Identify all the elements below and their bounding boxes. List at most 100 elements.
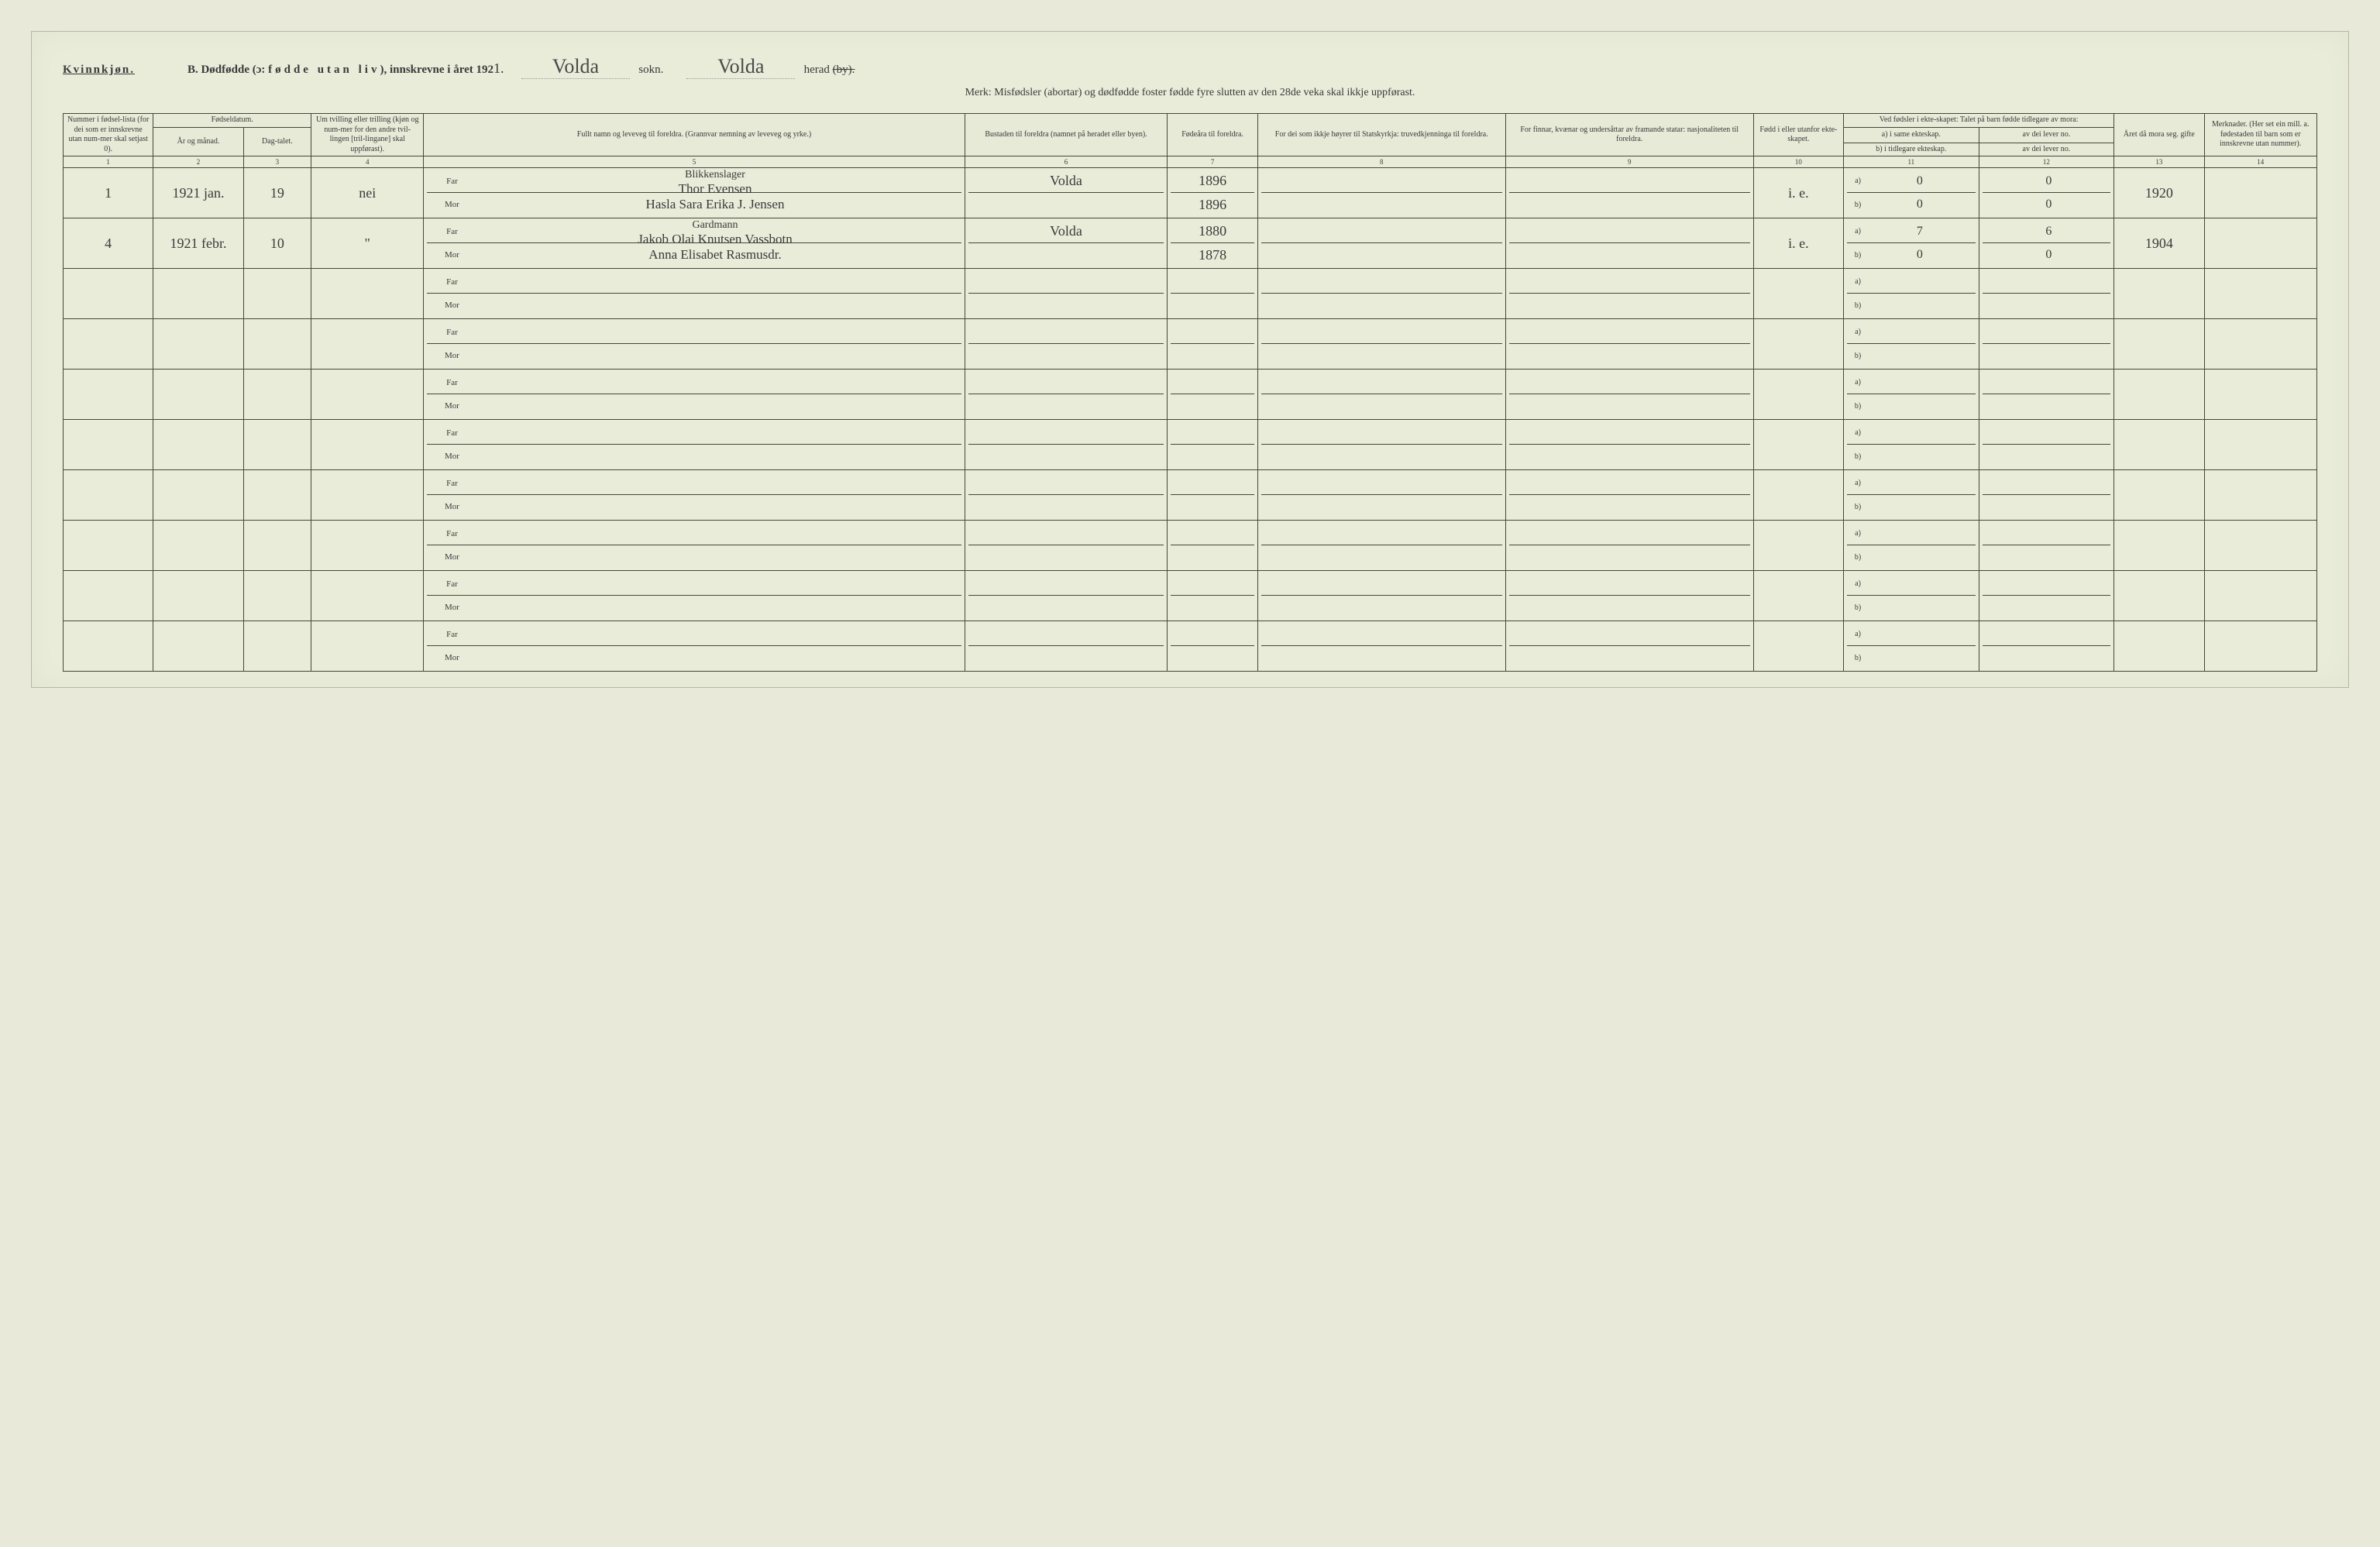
dag-cell: 19 [243,168,311,218]
num-cell [64,269,153,319]
statskyrkja-cell [1257,269,1505,319]
fodeaar-cell: 1896 1896 [1168,168,1257,218]
statskyrkja-cell [1257,571,1505,621]
fodeaar-cell [1168,571,1257,621]
bustad-cell [965,470,1168,521]
bustad-cell [965,571,1168,621]
tvilling-cell [311,420,423,470]
tvilling-cell [311,370,423,420]
nasjonalitet-cell [1505,319,1753,370]
fodeaar-cell [1168,370,1257,420]
num-cell [64,621,153,672]
col12-cell [1979,319,2114,370]
col12-cell [1979,571,2114,621]
col-12b-header: av dei lever no. [1979,143,2114,156]
dag-cell [243,370,311,420]
title-line: B. Dødfødde (ɔ: fødde utan liv), innskre… [187,55,2317,79]
parents-cell: Far Mor [424,269,965,319]
col11-cell: a)7 b)0 [1844,218,1979,269]
column-number-row: 1 2 3 4 5 6 7 8 9 10 11 12 13 14 [64,156,2317,168]
col11-cell: a) b) [1844,420,1979,470]
parents-cell: Far Mor [424,470,965,521]
dag-cell [243,269,311,319]
gifte-cell: 1920 [2114,168,2204,218]
num-cell [64,571,153,621]
col12-cell [1979,420,2114,470]
table-row: Far Mor a) b) [64,269,2317,319]
num-cell: 4 [64,218,153,269]
gifte-cell [2114,420,2204,470]
bustad-cell: Volda [965,218,1168,269]
bustad-cell [965,269,1168,319]
col12-cell [1979,370,2114,420]
gifte-cell [2114,269,2204,319]
ekte-cell: i. e. [1753,218,1843,269]
ekte-cell: i. e. [1753,168,1843,218]
aar-cell: 1921 febr. [153,218,243,269]
col12-cell [1979,269,2114,319]
col-11b-header: b) i tidlegare ekteskap. [1844,143,1979,156]
gifte-cell [2114,470,2204,521]
bustad-cell [965,319,1168,370]
mor-label: Mor [438,301,466,310]
table-row: Far Mor a) b) [64,571,2317,621]
far-label: Far [438,630,466,639]
herad-handwritten: Volda [686,55,795,79]
tvilling-cell: nei [311,168,423,218]
col-4-header: Um tvilling eller trilling (kjøn og num-… [311,114,423,156]
merknad-cell [2204,319,2317,370]
table-row: Far Mor a) b) [64,370,2317,420]
register-table: Nummer i fødsel-lista (for dei som er in… [63,113,2317,672]
num-cell [64,420,153,470]
nasjonalitet-cell [1505,218,1753,269]
subheading: Merk: Misfødsler (abortar) og dødfødde f… [63,87,2317,99]
col-2-header: År og månad. [153,127,243,156]
aar-cell [153,269,243,319]
mor-label: Mor [438,351,466,360]
dag-cell [243,470,311,521]
statskyrkja-cell [1257,521,1505,571]
ekte-cell [1753,420,1843,470]
col11-cell: a) b) [1844,521,1979,571]
dag-cell [243,571,311,621]
parents-cell: Far Mor [424,319,965,370]
far-label: Far [438,378,466,387]
statskyrkja-cell [1257,420,1505,470]
parents-cell: Far Mor [424,370,965,420]
bustad-cell [965,370,1168,420]
mor-label: Mor [438,552,466,562]
dag-cell [243,319,311,370]
gifte-cell [2114,319,2204,370]
col-8-header: For dei som ikkje høyrer til Statskyrkja… [1257,114,1505,156]
num-cell: 1 [64,168,153,218]
aar-cell: 1921 jan. [153,168,243,218]
tvilling-cell [311,269,423,319]
merknad-cell [2204,621,2317,672]
fodeaar-cell [1168,420,1257,470]
col12-cell [1979,470,2114,521]
table-row: Far Mor a) b) [64,521,2317,571]
mor-text: Anna Elisabet Rasmusdr. [466,247,961,263]
bustad-cell [965,621,1168,672]
fodeaar-cell [1168,319,1257,370]
col12-cell [1979,521,2114,571]
bustad-cell [965,420,1168,470]
ekte-cell [1753,319,1843,370]
col-6-header: Bustaden til foreldra (namnet på heradet… [965,114,1168,156]
nasjonalitet-cell [1505,470,1753,521]
fodeaar-cell [1168,621,1257,672]
mor-label: Mor [438,250,466,260]
tvilling-cell [311,319,423,370]
col-11a-header: a) i same ekteskap. [1844,127,1979,143]
tvilling-cell [311,470,423,521]
col11-cell: a)0 b)0 [1844,168,1979,218]
gifte-cell [2114,370,2204,420]
far-label: Far [438,227,466,236]
col-7-header: Fødeåra til foreldra. [1168,114,1257,156]
col12-cell: 0 0 [1979,168,2114,218]
ekte-cell [1753,571,1843,621]
mor-label: Mor [438,653,466,662]
aar-cell [153,571,243,621]
ekte-cell [1753,370,1843,420]
col11-cell: a) b) [1844,370,1979,420]
